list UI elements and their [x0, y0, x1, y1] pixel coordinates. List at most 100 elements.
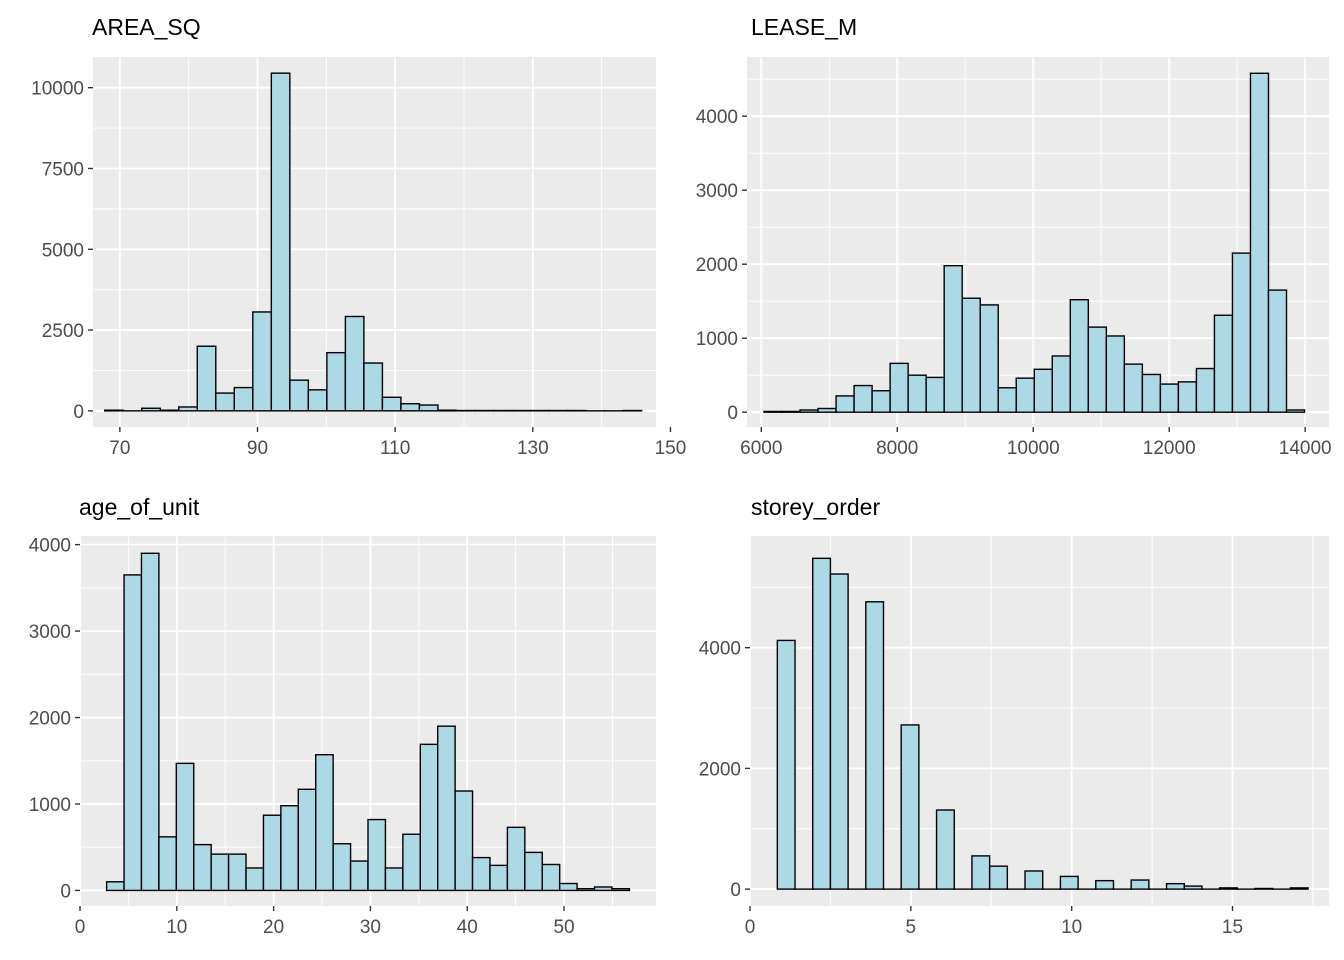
- histogram-bar: [307, 389, 328, 412]
- y-tick-label: 2000: [29, 709, 71, 730]
- histogram-bar: [140, 552, 160, 892]
- histogram-bar: [349, 860, 369, 892]
- y-tick-label: 1000: [696, 329, 738, 350]
- histogram-bar: [344, 315, 365, 412]
- histogram-bar: [289, 379, 310, 412]
- histogram-bar: [215, 392, 236, 412]
- histogram-bar: [871, 390, 891, 413]
- histogram-bar: [159, 409, 180, 412]
- histogram-bar: [297, 788, 317, 892]
- histogram-bar: [907, 374, 927, 413]
- x-tick-label: 90: [247, 438, 268, 459]
- chart-title: storey_order: [751, 494, 880, 520]
- histogram-bar: [105, 881, 125, 892]
- histogram-bar: [506, 826, 526, 892]
- y-tick-label: 2500: [42, 321, 84, 342]
- histogram-bar: [326, 351, 347, 412]
- histogram-bar: [400, 403, 421, 412]
- histogram-bar: [1087, 326, 1108, 413]
- chart-title: LEASE_M: [751, 14, 857, 40]
- histogram-bar: [853, 384, 873, 413]
- x-tick-label: 10: [166, 917, 187, 938]
- histogram-bar: [262, 814, 282, 892]
- histogram-bar: [576, 888, 596, 892]
- histogram-bar: [829, 573, 849, 890]
- histogram-bar: [454, 790, 474, 892]
- histogram-bar: [270, 72, 291, 412]
- x-tick-label: 5: [906, 917, 917, 938]
- histogram-bar: [541, 863, 561, 892]
- histogram-bar: [489, 864, 509, 892]
- histogram-bar: [104, 409, 124, 412]
- chart-title: age_of_unit: [79, 494, 200, 520]
- histogram-bar: [193, 843, 212, 892]
- x-tick-label: 70: [109, 438, 130, 459]
- y-tick-label: 0: [730, 880, 741, 901]
- x-tick-label: 15: [1222, 917, 1243, 938]
- histogram-bar: [315, 754, 334, 892]
- histogram-bar: [799, 409, 819, 413]
- histogram-bar: [865, 601, 885, 890]
- histogram-area-sq-panel: 70 90 110 130 150 0 2500 5000 7500 10000 AREA_SQ: [0, 0, 686, 480]
- histogram-bar: [1105, 335, 1126, 413]
- histogram-bar: [1015, 377, 1035, 413]
- histogram-bar: [381, 396, 402, 412]
- y-tick-label: 0: [73, 402, 84, 423]
- histogram-bar: [419, 743, 439, 892]
- histogram-bar: [935, 809, 955, 890]
- x-tick-label: 14000: [1279, 438, 1332, 459]
- y-tick-label: 2000: [699, 759, 741, 780]
- x-tick-label: 10: [1061, 917, 1082, 938]
- histogram-bar: [1024, 870, 1044, 890]
- histogram-bar: [471, 856, 491, 892]
- lease-m-histogram-chart: 6000 8000 10000 12000 14000 0 1000 2000 3000 4000…: [696, 14, 1332, 459]
- histogram-bar: [141, 407, 161, 412]
- age-of-unit-histogram-chart: 0 10 20 30 40 50 0 1000 2000 3000 4000 age_of_unit: [29, 494, 656, 938]
- histogram-bar: [1218, 887, 1239, 890]
- x-tick-label: 6000: [740, 438, 782, 459]
- histogram-bar: [1165, 882, 1185, 890]
- histogram-bar: [1159, 383, 1180, 413]
- histogram-bar: [900, 724, 920, 890]
- histogram-bar: [1289, 887, 1309, 890]
- area-sq-histogram-chart: 70 90 110 130 150 0 2500 5000 7500 10000 AREA_SQ: [31, 14, 686, 459]
- x-tick-label: 12000: [1143, 438, 1196, 459]
- x-tick-label: 130: [517, 438, 549, 459]
- y-tick-label: 4000: [696, 107, 738, 128]
- histogram-bar: [252, 311, 273, 412]
- histogram-bar: [367, 818, 387, 892]
- histogram-bar: [1183, 885, 1203, 890]
- histogram-bar: [1177, 381, 1198, 413]
- chart-title: AREA_SQ: [92, 14, 201, 40]
- histogram-bar: [196, 345, 217, 412]
- histogram-bar: [1130, 879, 1150, 890]
- histogram-bar: [402, 833, 421, 892]
- histogram-bar: [210, 853, 230, 892]
- histogram-bar: [123, 574, 143, 892]
- x-tick-label: 20: [263, 917, 284, 938]
- histogram-bar: [971, 855, 991, 890]
- x-tick-label: 0: [75, 917, 86, 938]
- y-tick-label: 5000: [42, 240, 84, 261]
- histogram-bar: [763, 410, 783, 413]
- histogram-bar: [245, 867, 265, 892]
- histogram-bar: [611, 888, 631, 892]
- y-tick-label: 4000: [29, 536, 71, 557]
- histogram-bar: [1033, 368, 1053, 413]
- histogram-bar: [437, 409, 458, 412]
- histogram-bar: [1069, 299, 1090, 413]
- histogram-bar: [384, 867, 404, 892]
- histogram-bar: [1059, 875, 1079, 890]
- histogram-bar: [158, 836, 178, 892]
- histogram-bar: [943, 264, 963, 413]
- histogram-bar: [889, 362, 909, 413]
- histogram-bar: [1267, 289, 1288, 413]
- histogram-bar: [979, 304, 999, 413]
- y-tick-label: 1000: [29, 795, 71, 816]
- histogram-bar: [363, 362, 384, 412]
- x-tick-label: 40: [457, 917, 478, 938]
- x-tick-label: 150: [655, 438, 687, 459]
- histogram-lease-m-panel: 6000 8000 10000 12000 14000 0 1000 2000 3000 4000…: [672, 0, 1344, 480]
- histogram-bar: [558, 882, 578, 892]
